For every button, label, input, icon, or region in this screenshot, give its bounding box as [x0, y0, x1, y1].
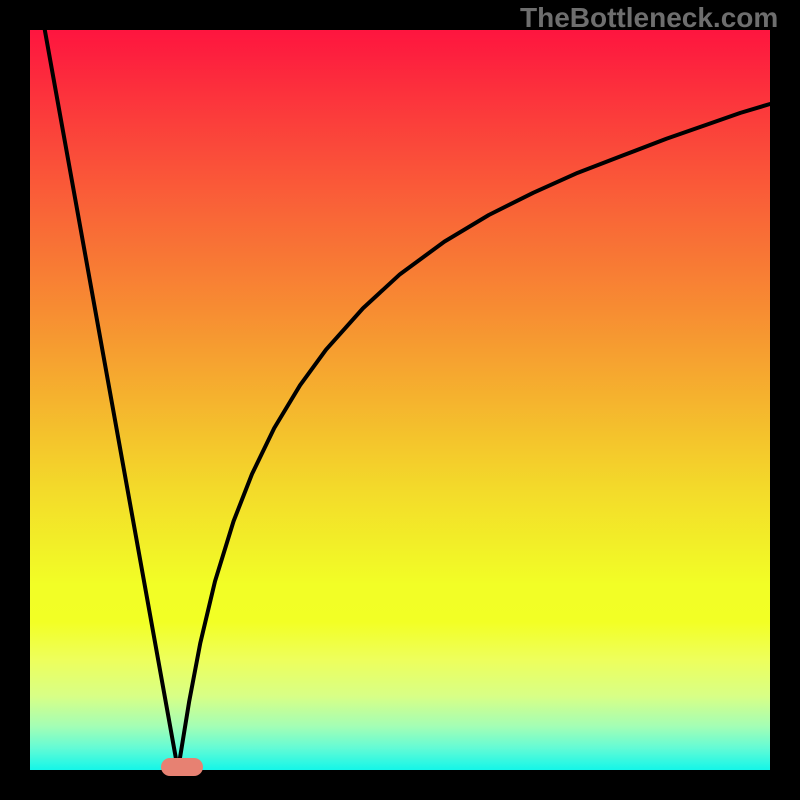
vertex-marker [161, 758, 203, 776]
curve-layer [0, 0, 800, 800]
chart-frame: TheBottleneck.com [0, 0, 800, 800]
bottleneck-curve [45, 30, 770, 770]
